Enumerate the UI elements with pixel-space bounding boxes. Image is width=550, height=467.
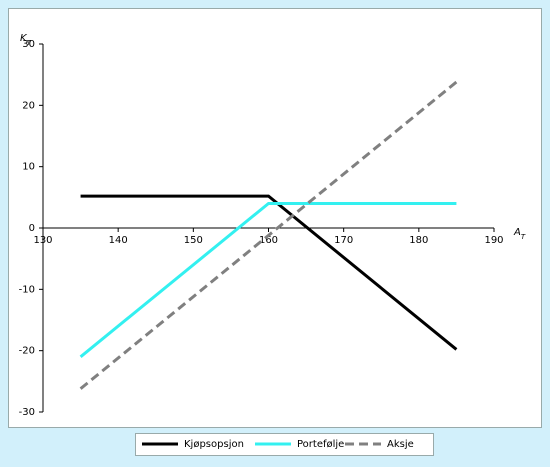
series-line [80,194,458,351]
x-tick-label: 130 [33,235,52,246]
legend-label: Aksje [387,439,414,450]
x-tick-label: 180 [409,235,428,246]
legend-label: Portefølje [297,439,344,450]
y-axis-label: KT [20,33,32,47]
plot-panel [8,8,542,428]
y-tick-label: 30 [22,39,35,50]
x-tick-label: 170 [334,235,353,246]
x-axis-label-sub: T [521,233,526,241]
y-tick-label: 0 [29,223,35,234]
y-tick-label: -20 [19,346,35,357]
series-line [79,201,457,358]
y-tick-label: -30 [19,407,35,418]
y-axis-label-main: K [20,33,28,44]
x-axis-label: AT [513,227,526,241]
x-tick-label: 190 [484,235,503,246]
x-axis-label-main: A [513,227,521,238]
legend-label: Kjøpsopsjon [184,439,244,450]
x-tick-label: 150 [184,235,203,246]
x-tick-label: 160 [259,235,278,246]
y-axis-label-sub: T [27,39,32,47]
y-tick-label: 20 [22,100,35,111]
y-tick-label: -10 [19,284,35,295]
x-tick-label: 140 [109,235,128,246]
y-tick-label: 10 [22,162,35,173]
series-line [79,80,458,390]
